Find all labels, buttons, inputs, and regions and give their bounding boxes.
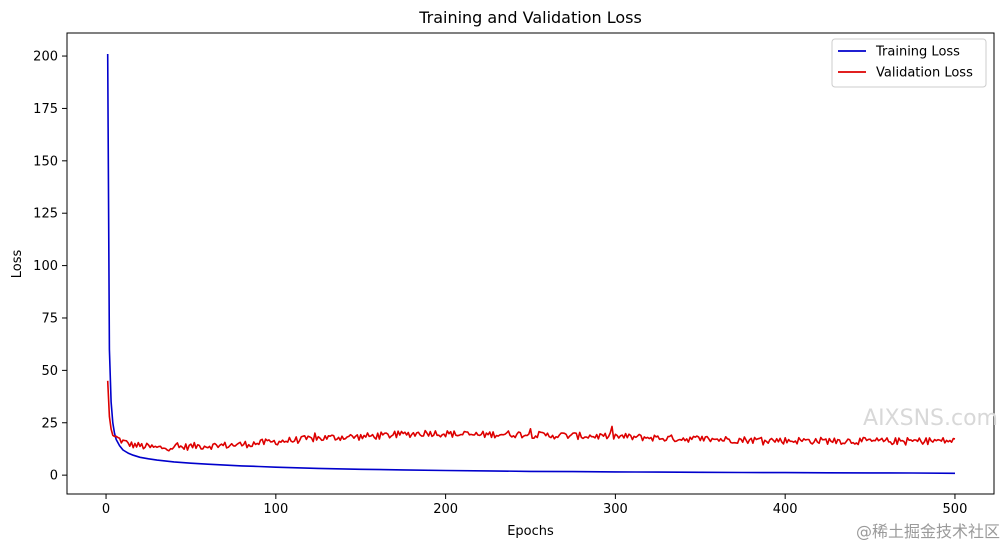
legend: Training Loss Validation Loss <box>831 38 987 88</box>
x-tick-label: 300 <box>603 502 628 517</box>
y-tick-label: 200 <box>33 50 58 65</box>
y-axis-label: Loss <box>10 250 25 279</box>
y-tick-label: 175 <box>33 102 58 117</box>
y-tick-label: 150 <box>33 154 58 169</box>
x-tick-label: 200 <box>433 502 458 517</box>
x-tick-label: 100 <box>263 502 288 517</box>
series-line-training-loss <box>106 53 956 475</box>
x-tick-label: 400 <box>773 502 798 517</box>
y-tick-label: 75 <box>41 311 58 326</box>
chart-title: Training and Validation Loss <box>418 8 642 27</box>
axes-frame <box>66 32 995 495</box>
plot-area: 0 100 200 300 400 500 0 25 50 75 100 125 150 175 200 Tr… <box>33 32 995 517</box>
watermark-corner: AIXSNS.com <box>863 406 998 431</box>
legend-label: Validation Loss <box>876 66 973 81</box>
y-tick-label: 0 <box>50 469 58 484</box>
legend-box <box>831 38 987 88</box>
y-tick-label: 25 <box>41 416 58 431</box>
y-tick-label: 50 <box>41 364 58 379</box>
legend-label: Training Loss <box>875 45 960 60</box>
x-axis-label: Epochs <box>507 524 554 539</box>
watermark-footer: @稀土掘金技术社区 <box>856 522 1000 541</box>
y-tick-label: 100 <box>33 259 58 274</box>
y-tick-label: 125 <box>33 207 58 222</box>
series-line-validation-loss <box>106 380 956 452</box>
x-tick-label: 0 <box>102 502 110 517</box>
x-tick-label: 500 <box>943 502 968 517</box>
